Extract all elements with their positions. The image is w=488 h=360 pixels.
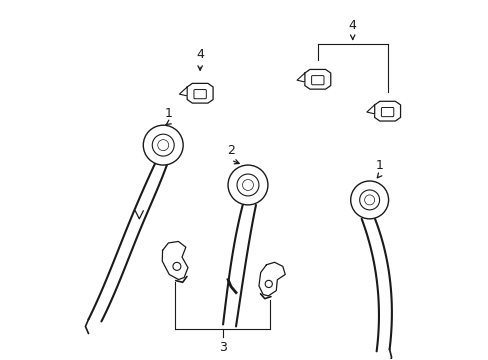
Polygon shape (259, 262, 285, 296)
Polygon shape (179, 87, 187, 96)
Text: 1: 1 (164, 107, 172, 120)
Circle shape (143, 125, 183, 165)
Text: 3: 3 (218, 341, 226, 354)
Text: 2: 2 (226, 144, 235, 157)
Text: 4: 4 (196, 48, 203, 61)
Polygon shape (162, 242, 187, 280)
Polygon shape (366, 105, 374, 114)
Circle shape (227, 165, 267, 205)
Polygon shape (304, 69, 330, 89)
Polygon shape (187, 84, 213, 103)
Text: 1: 1 (375, 158, 383, 172)
Circle shape (264, 280, 272, 288)
Circle shape (350, 181, 388, 219)
Polygon shape (296, 73, 304, 82)
Polygon shape (374, 101, 400, 121)
Text: 4: 4 (348, 19, 356, 32)
Circle shape (173, 262, 181, 270)
